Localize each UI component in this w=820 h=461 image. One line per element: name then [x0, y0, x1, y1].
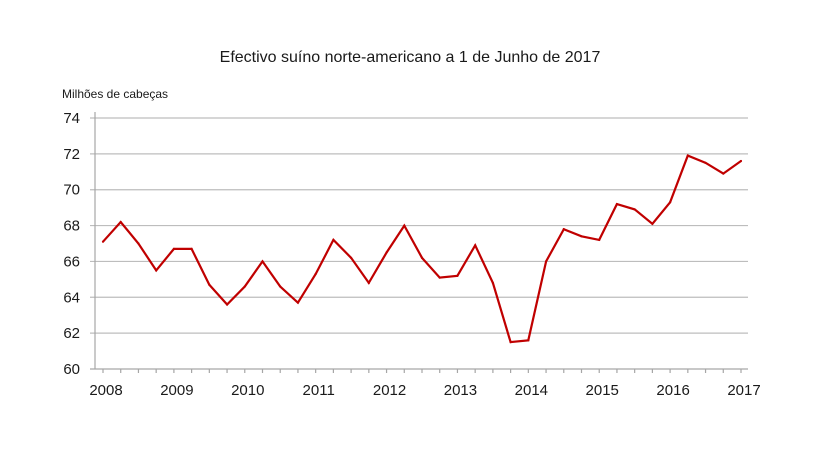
- data-point: [367, 281, 370, 285]
- y-tick-labels: 60 62 64 66 68 70 72 74: [63, 110, 80, 378]
- x-tick-label: 2008: [89, 382, 122, 399]
- y-tick-label: 62: [63, 325, 80, 342]
- y-tick-label: 70: [63, 182, 80, 199]
- data-point: [243, 285, 246, 288]
- data-point: [172, 247, 175, 250]
- data-points: [101, 154, 743, 344]
- data-point: [279, 285, 282, 288]
- x-tick-label: 2010: [231, 382, 264, 399]
- data-point: [332, 238, 335, 242]
- data-point: [615, 202, 619, 206]
- data-point: [155, 269, 158, 272]
- x-tick-label: 2016: [656, 382, 689, 399]
- x-tick-label: 2012: [373, 382, 406, 399]
- x-tick-labels: 2008 2009 2010 2011 2012 2013 2014 2015 2016 2017: [89, 382, 760, 399]
- x-tick-label: 2013: [444, 382, 477, 399]
- data-point: [137, 242, 140, 245]
- data-point: [385, 251, 388, 254]
- data-point: [544, 260, 548, 263]
- data-point: [704, 161, 707, 164]
- x-tick-label: 2011: [303, 382, 335, 399]
- data-point: [722, 172, 725, 175]
- y-tick-label: 66: [63, 253, 80, 270]
- data-point: [739, 159, 743, 163]
- data-point: [296, 301, 300, 304]
- y-tick-label: 72: [63, 146, 80, 163]
- data-point: [101, 240, 105, 243]
- data-point: [119, 220, 122, 224]
- y-tick-label: 68: [63, 218, 80, 235]
- data-point: [190, 247, 193, 250]
- data-point: [261, 260, 264, 263]
- data-point: [420, 256, 424, 259]
- y-tick-label: 60: [63, 361, 80, 378]
- chart-title: Efectivo suíno norte-americano a 1 de Ju…: [220, 49, 601, 66]
- y-axis-label: Milhões de cabeças: [62, 87, 168, 101]
- data-point: [686, 154, 689, 157]
- data-point: [491, 281, 494, 285]
- series-line: [102, 154, 742, 344]
- data-point: [208, 283, 211, 286]
- data-point: [456, 274, 459, 277]
- x-tick-label: 2017: [727, 382, 760, 399]
- gridlines: [90, 117, 748, 334]
- data-point: [651, 222, 654, 225]
- data-point: [225, 303, 229, 306]
- x-tick-label: 2015: [586, 382, 619, 399]
- x-ticks: [102, 369, 742, 373]
- data-point: [633, 208, 636, 211]
- data-point: [580, 235, 583, 238]
- data-point: [350, 256, 353, 259]
- x-tick-label: 2009: [160, 382, 193, 399]
- data-point: [403, 224, 406, 227]
- data-point: [474, 244, 477, 247]
- data-point: [314, 272, 317, 276]
- data-point: [598, 238, 601, 242]
- data-point: [562, 228, 565, 231]
- data-point: [527, 339, 530, 342]
- y-tick-label: 64: [63, 289, 80, 306]
- y-tick-label: 74: [63, 110, 80, 127]
- x-tick-label: 2014: [515, 382, 548, 399]
- data-point: [438, 276, 441, 279]
- data-point: [669, 201, 672, 204]
- data-point: [509, 341, 512, 344]
